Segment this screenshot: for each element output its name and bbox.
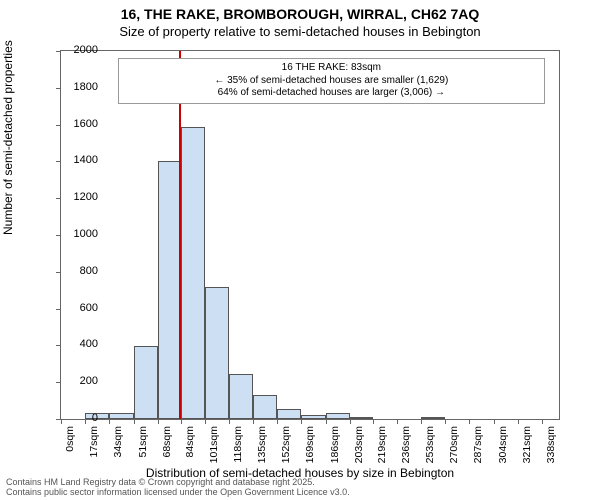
xtick-label: 101sqm xyxy=(208,426,220,463)
plot-area: 16 THE RAKE: 83sqm← 35% of semi-detached… xyxy=(60,50,560,420)
xtick-label: 186sqm xyxy=(329,426,341,463)
histogram-bar xyxy=(326,413,350,419)
xtick-label: 169sqm xyxy=(304,426,316,463)
xtick-label: 0sqm xyxy=(64,426,76,452)
ytick-label: 1600 xyxy=(58,118,98,130)
histogram-bar xyxy=(277,409,301,419)
ytick-label: 1000 xyxy=(58,228,98,240)
xtick-label: 152sqm xyxy=(280,426,292,463)
histogram-bar xyxy=(421,417,445,419)
histogram-bar xyxy=(134,346,158,419)
footer-attribution: Contains HM Land Registry data © Crown c… xyxy=(6,478,350,498)
histogram-bar xyxy=(301,415,325,419)
xtick-label: 51sqm xyxy=(137,426,149,458)
xtick-label: 68sqm xyxy=(161,426,173,458)
histogram-bar xyxy=(181,127,205,419)
chart-title: 16, THE RAKE, BROMBOROUGH, WIRRAL, CH62 … xyxy=(0,6,600,22)
ytick-label: 1800 xyxy=(58,81,98,93)
ytick-label: 200 xyxy=(58,375,98,387)
ytick-label: 1200 xyxy=(58,191,98,203)
histogram-bar xyxy=(109,413,133,419)
annotation-smaller: ← 35% of semi-detached houses are smalle… xyxy=(124,75,539,88)
histogram-bar xyxy=(205,287,229,419)
footer-line2: Contains public sector information licen… xyxy=(6,488,350,498)
ytick-label: 400 xyxy=(58,338,98,350)
ytick-label: 2000 xyxy=(58,44,98,56)
histogram-bar xyxy=(229,374,253,419)
xtick-label: 84sqm xyxy=(184,426,196,458)
chart-subtitle: Size of property relative to semi-detach… xyxy=(0,24,600,39)
y-axis-label: Number of semi-detached properties xyxy=(1,40,15,235)
xtick-label: 135sqm xyxy=(256,426,268,463)
reference-line xyxy=(179,51,181,419)
xtick-label: 203sqm xyxy=(353,426,365,463)
xtick-label: 34sqm xyxy=(112,426,124,458)
xtick-label: 287sqm xyxy=(472,426,484,463)
xtick-label: 338sqm xyxy=(545,426,557,463)
histogram-bar xyxy=(350,417,373,419)
xtick-label: 304sqm xyxy=(497,426,509,463)
xtick-label: 321sqm xyxy=(521,426,533,463)
xtick-label: 253sqm xyxy=(424,426,436,463)
xtick-label: 118sqm xyxy=(232,426,244,463)
xtick-label: 219sqm xyxy=(376,426,388,463)
annotation-box: 16 THE RAKE: 83sqm← 35% of semi-detached… xyxy=(118,58,545,104)
ytick-label: 1400 xyxy=(58,154,98,166)
histogram-bar xyxy=(158,161,181,419)
ytick-label: 0 xyxy=(58,412,98,424)
xtick-label: 236sqm xyxy=(400,426,412,463)
histogram-bar xyxy=(253,395,277,419)
ytick-label: 600 xyxy=(58,302,98,314)
chart-container: 16, THE RAKE, BROMBOROUGH, WIRRAL, CH62 … xyxy=(0,0,600,500)
xtick-label: 270sqm xyxy=(448,426,460,463)
ytick-label: 800 xyxy=(58,265,98,277)
xtick-label: 17sqm xyxy=(88,426,100,458)
annotation-title: 16 THE RAKE: 83sqm xyxy=(124,62,539,75)
annotation-larger: 64% of semi-detached houses are larger (… xyxy=(124,87,539,100)
